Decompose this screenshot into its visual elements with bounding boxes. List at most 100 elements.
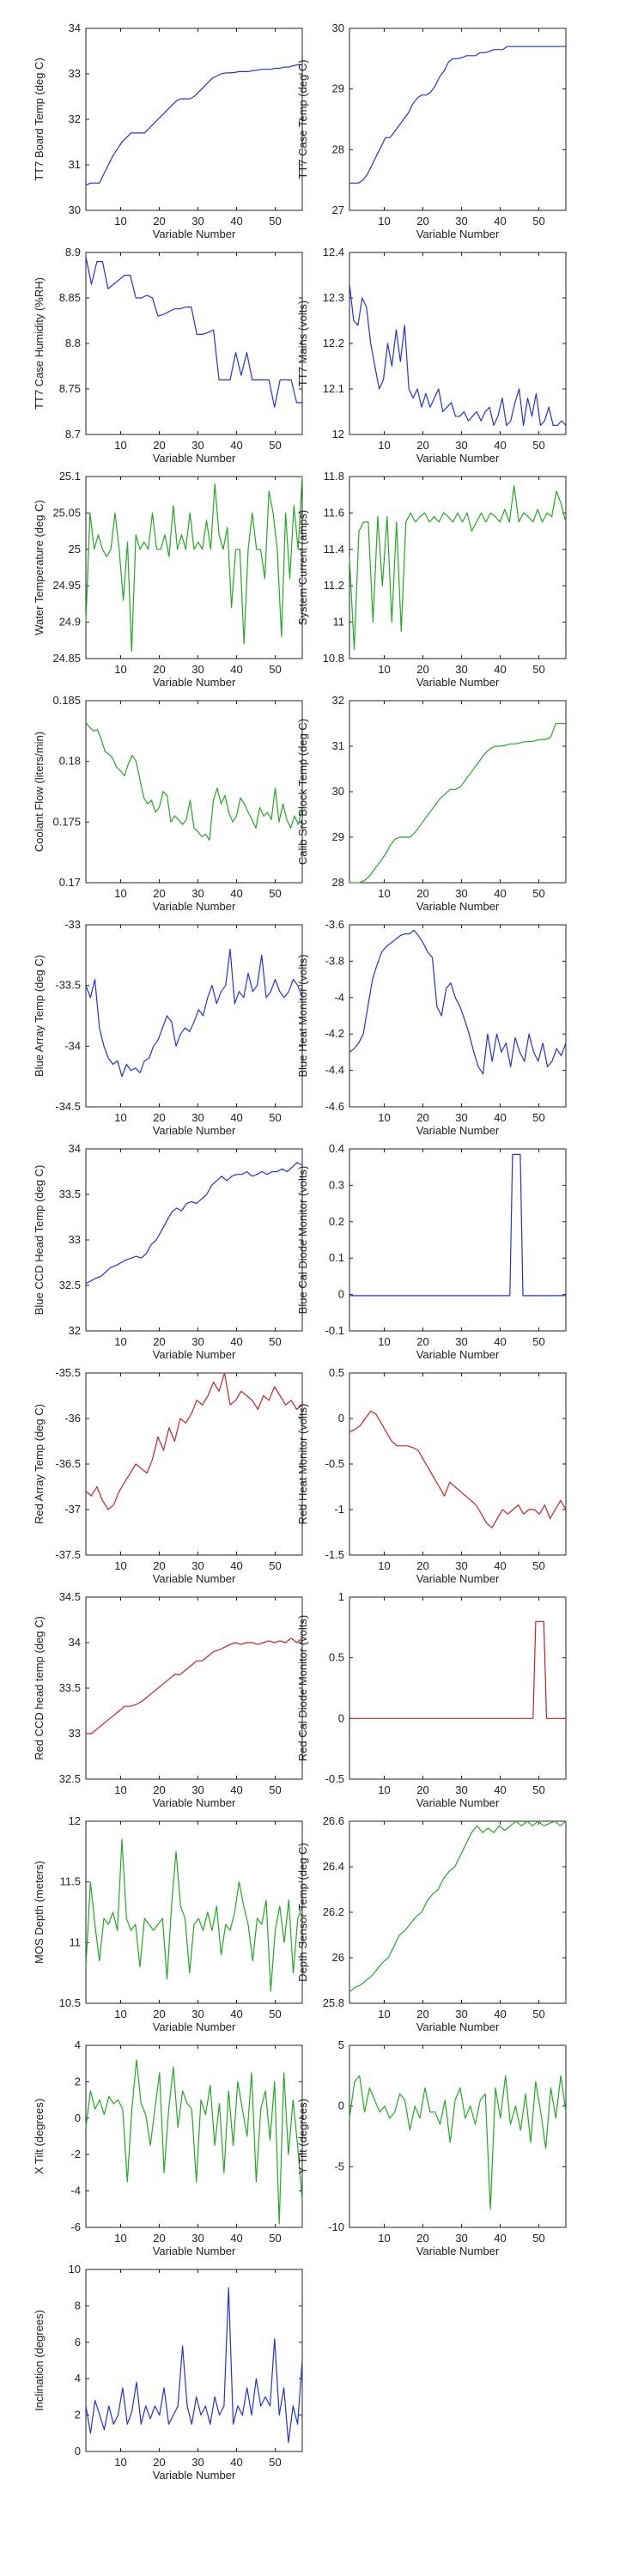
x-tick-label: 20 — [153, 2232, 165, 2245]
chart-panel: 28 29 30 31 32 10 20 30 40 50 Variable Number Calib… — [296, 694, 567, 913]
y-tick-label: 28 — [332, 876, 344, 889]
x-tick-label: 20 — [153, 2456, 165, 2469]
x-tick-label: 40 — [230, 887, 242, 900]
x-tick-label: 20 — [416, 663, 428, 676]
x-tick-label: 50 — [269, 1559, 281, 1572]
y-axis-label: X Tilt (degrees) — [33, 2099, 46, 2174]
y-tick-label: 12.2 — [323, 337, 344, 349]
x-tick-label: 50 — [532, 1111, 544, 1124]
y-tick-label: 0 — [75, 2445, 81, 2458]
y-tick-label: -3.6 — [325, 918, 344, 931]
y-tick-label: 4 — [75, 2372, 81, 2385]
x-tick-label: 30 — [191, 1783, 204, 1796]
chart-panel: -37.5 -37 -36.5 -36 -35.5 10 20 30 40 50 Variable … — [33, 1366, 303, 1585]
x-axis-label: Variable Number — [416, 1348, 500, 1361]
y-axis-label: Calib Src Block Temp (deg C) — [296, 719, 309, 865]
x-tick-label: 50 — [269, 439, 281, 452]
x-tick-label: 20 — [153, 215, 165, 228]
x-axis-label: Variable Number — [416, 2020, 500, 2033]
x-tick-label: 30 — [191, 1559, 204, 1572]
x-tick-label: 20 — [153, 1335, 165, 1348]
y-tick-label: 11 — [333, 616, 345, 629]
plot-frame — [349, 924, 567, 1108]
x-tick-label: 40 — [494, 215, 506, 228]
x-tick-label: 50 — [532, 2008, 544, 2020]
x-tick-label: 30 — [191, 887, 204, 900]
x-tick-label: 50 — [532, 1783, 544, 1796]
y-tick-label: -6 — [70, 2221, 81, 2233]
plot-frame — [85, 1148, 303, 1332]
plot-frame — [85, 2269, 303, 2452]
x-tick-label: 20 — [416, 1783, 428, 1796]
x-tick-label: 50 — [532, 215, 544, 228]
chart-panel: -4.6 -4.4 -4.2 -4 -3.8 -3.6 10 20 30 40 50 Variable… — [296, 918, 567, 1137]
series-line — [349, 929, 567, 1075]
x-tick-label: 20 — [416, 1559, 428, 1572]
x-axis-label: Variable Number — [416, 452, 500, 465]
series-line — [85, 257, 302, 408]
x-tick-label: 30 — [455, 2008, 467, 2020]
chart-panel: 12 12.1 12.2 12.3 12.4 10 20 30 40 50 Variable Num… — [296, 246, 567, 465]
y-axis-label: Blue Heat Monitor (volts) — [296, 954, 309, 1077]
x-tick-label: 50 — [269, 2456, 281, 2469]
plot-frame — [85, 27, 303, 211]
chart-panel: 25.8 26 26.2 26.4 26.6 10 20 30 40 50 Variable Num… — [296, 1814, 567, 2033]
x-tick-label: 40 — [230, 1335, 242, 1348]
x-tick-label: 40 — [230, 663, 242, 676]
x-tick-label: 40 — [494, 1111, 506, 1124]
x-tick-label: 10 — [114, 1111, 126, 1124]
x-axis-label: Variable Number — [416, 1572, 500, 1585]
x-tick-label: 10 — [114, 439, 126, 452]
y-tick-label: 32 — [332, 694, 344, 707]
x-tick-label: 10 — [378, 1559, 390, 1572]
y-tick-label: 26.2 — [323, 1905, 344, 1918]
y-tick-label: -37 — [64, 1503, 81, 1516]
y-tick-label: 0 — [75, 2111, 81, 2124]
y-tick-label: 0 — [338, 1412, 344, 1425]
y-tick-label: 4 — [75, 2038, 81, 2051]
y-tick-label: 34 — [69, 1142, 81, 1155]
series-line — [349, 722, 566, 884]
x-tick-label: 30 — [191, 663, 204, 676]
x-tick-label: 10 — [378, 2232, 390, 2245]
plot-frame — [85, 700, 303, 884]
y-axis-label: Red Cal Diode Monitor (volts) — [296, 1615, 309, 1762]
plot-frame — [349, 1596, 567, 1780]
chart-panel: 27 28 29 30 10 20 30 40 50 Variable Number TT7 Cas… — [296, 21, 567, 240]
x-tick-label: 30 — [191, 2456, 204, 2469]
y-tick-label: 34 — [69, 1636, 81, 1649]
x-axis-label: Variable Number — [153, 900, 236, 913]
y-tick-label: 29 — [332, 82, 344, 95]
x-tick-label: 20 — [153, 439, 165, 452]
y-tick-label: 24.95 — [52, 579, 81, 592]
x-tick-label: 50 — [269, 1111, 281, 1124]
x-tick-label: 10 — [378, 887, 390, 900]
y-tick-label: 32.5 — [59, 1279, 81, 1291]
x-tick-label: 50 — [532, 439, 544, 452]
y-axis-label: Blue Cal Diode Monitor (volts) — [296, 1166, 309, 1315]
x-tick-label: 40 — [494, 2008, 506, 2020]
y-tick-label: 26.6 — [323, 1814, 344, 1827]
y-axis-label: Blue Array Temp (deg C) — [33, 955, 46, 1077]
y-tick-label: -36.5 — [55, 1457, 81, 1470]
plot-frame — [85, 1596, 303, 1780]
x-tick-label: 30 — [191, 1111, 204, 1124]
x-tick-label: 10 — [114, 663, 126, 676]
y-tick-label: -1 — [334, 1503, 344, 1516]
x-axis-label: Variable Number — [416, 676, 500, 689]
chart-panel: 32.5 33 33.5 34 34.5 10 20 30 40 50 Variable Numbe… — [33, 1590, 303, 1809]
plot-frame — [349, 2044, 567, 2228]
y-tick-label: -4 — [70, 2184, 81, 2197]
y-tick-label: -0.1 — [325, 1324, 344, 1337]
x-tick-label: 40 — [494, 1783, 506, 1796]
y-axis-label: System Current (amps) — [296, 510, 309, 625]
plot-frame — [85, 2044, 303, 2228]
chart-panel: -0.5 0 0.5 1 10 20 30 40 50 Variable Number Red Ca… — [296, 1590, 567, 1809]
x-axis-label: Variable Number — [416, 2245, 500, 2257]
y-tick-label: -33.5 — [55, 979, 81, 992]
x-axis-label: Variable Number — [153, 228, 236, 240]
x-tick-label: 40 — [494, 1559, 506, 1572]
series-line — [349, 2075, 567, 2210]
chart-panel: 10.8 11 11.2 11.4 11.6 11.8 10 20 30 40 50 Variable… — [296, 470, 567, 689]
y-tick-label: -34.5 — [55, 1100, 81, 1113]
